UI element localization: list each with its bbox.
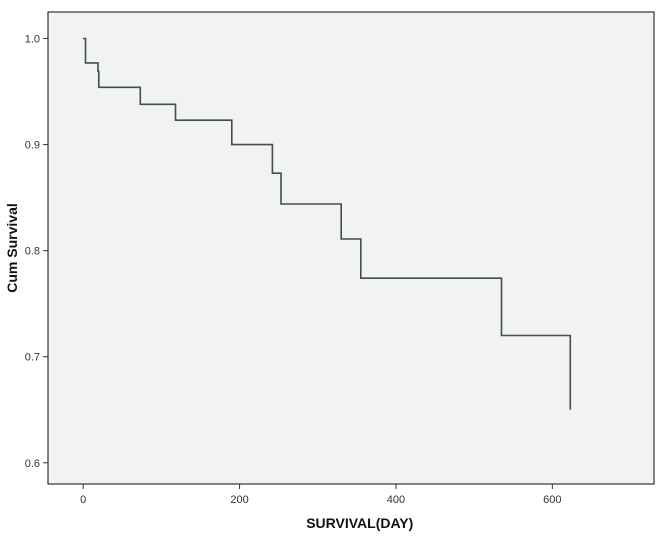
x-axis-title: SURVIVAL(DAY) [306,515,413,531]
y-tick-label: 1.0 [25,34,40,46]
y-tick-label: 0.8 [25,246,40,258]
y-tick-label: 0.9 [25,140,40,152]
survival-curve [83,37,572,410]
x-tick-label: 600 [543,494,561,506]
x-axis-ticks: 0 200 400 600 [80,484,562,506]
plot-area [47,11,655,485]
y-axis-ticks: 0.6 0.7 0.8 0.9 1.0 [25,34,48,470]
y-axis-title: Cum Survival [4,203,20,292]
x-tick-label: 200 [230,494,248,506]
x-tick-label: 0 [80,494,86,506]
y-tick-label: 0.7 [25,352,40,364]
x-tick-label: 400 [387,494,405,506]
y-tick-label: 0.6 [25,458,40,470]
